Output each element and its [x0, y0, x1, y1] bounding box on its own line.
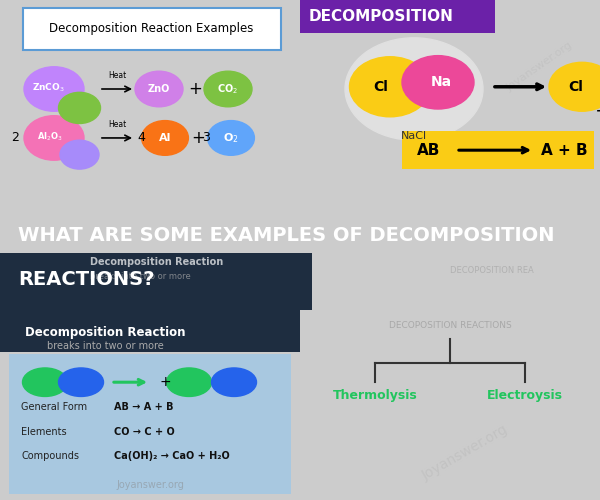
Text: Al: Al	[159, 133, 171, 143]
Text: Decomposition Reaction: Decomposition Reaction	[90, 257, 223, 267]
Text: CO → C + O: CO → C + O	[114, 426, 175, 436]
Text: NaCl: NaCl	[401, 130, 427, 140]
Text: ZnCO$_3$: ZnCO$_3$	[32, 82, 64, 94]
Circle shape	[204, 71, 252, 107]
Text: O$_2$: O$_2$	[223, 131, 239, 145]
Circle shape	[402, 56, 474, 109]
Circle shape	[212, 368, 257, 396]
Text: AB: AB	[418, 142, 440, 158]
Text: breaks into two or more: breaks into two or more	[90, 272, 191, 281]
Circle shape	[345, 38, 483, 140]
Circle shape	[60, 140, 99, 169]
FancyBboxPatch shape	[300, 0, 495, 34]
Circle shape	[24, 116, 84, 160]
Circle shape	[349, 56, 431, 117]
Circle shape	[549, 62, 600, 112]
Text: Joyanswer.org: Joyanswer.org	[419, 422, 511, 483]
Text: Cl: Cl	[569, 80, 583, 94]
Text: Joyanswer.org: Joyanswer.org	[116, 480, 184, 490]
Text: Decomposition Reaction: Decomposition Reaction	[25, 326, 185, 340]
Text: breaks into two or more: breaks into two or more	[47, 341, 163, 351]
Text: Compounds: Compounds	[21, 452, 79, 462]
Text: Electroysis: Electroysis	[487, 389, 563, 402]
Text: Na: Na	[430, 76, 452, 90]
Text: AB → A + B: AB → A + B	[114, 402, 173, 412]
Text: +: +	[595, 102, 600, 120]
FancyBboxPatch shape	[23, 8, 281, 50]
Text: 4: 4	[137, 132, 146, 144]
FancyBboxPatch shape	[402, 132, 594, 169]
Text: A + B: A + B	[541, 142, 587, 158]
Text: +: +	[159, 375, 171, 389]
Text: Joyanswer.org: Joyanswer.org	[70, 74, 140, 126]
Circle shape	[23, 368, 67, 396]
Circle shape	[59, 92, 101, 124]
Text: Heat: Heat	[108, 120, 126, 129]
Circle shape	[59, 368, 104, 396]
Text: General Form: General Form	[21, 402, 87, 412]
Text: DECOPOSITION REA: DECOPOSITION REA	[450, 266, 534, 275]
FancyBboxPatch shape	[0, 310, 300, 352]
FancyBboxPatch shape	[0, 253, 312, 310]
Circle shape	[167, 368, 212, 396]
Text: +: +	[188, 80, 202, 98]
Text: 3: 3	[202, 132, 210, 144]
Circle shape	[142, 120, 188, 156]
FancyBboxPatch shape	[9, 354, 291, 494]
Text: WHAT ARE SOME EXAMPLES OF DECOMPOSITION: WHAT ARE SOME EXAMPLES OF DECOMPOSITION	[18, 226, 554, 245]
Text: Elements: Elements	[21, 426, 67, 436]
Text: Joyanswer.org: Joyanswer.org	[505, 40, 575, 93]
Text: DECOMPOSITION: DECOMPOSITION	[309, 9, 454, 24]
Circle shape	[135, 71, 183, 107]
Text: ZnO: ZnO	[148, 84, 170, 94]
Text: Al$_2$O$_3$: Al$_2$O$_3$	[37, 130, 62, 143]
Text: REACTIONS?: REACTIONS?	[18, 270, 155, 289]
Text: +: +	[191, 129, 205, 147]
Text: Cl: Cl	[374, 80, 388, 94]
Text: Thermolysis: Thermolysis	[332, 389, 418, 402]
Text: Heat: Heat	[108, 71, 126, 80]
Text: DECOPOSITION REACTIONS: DECOPOSITION REACTIONS	[389, 320, 511, 330]
Circle shape	[24, 66, 84, 112]
Circle shape	[208, 120, 254, 156]
Text: Ca(OH)₂ → CaO + H₂O: Ca(OH)₂ → CaO + H₂O	[114, 452, 230, 462]
Text: CO$_2$: CO$_2$	[217, 82, 239, 96]
Text: Decomposition Reaction Examples: Decomposition Reaction Examples	[49, 22, 254, 36]
Text: 2: 2	[11, 132, 19, 144]
